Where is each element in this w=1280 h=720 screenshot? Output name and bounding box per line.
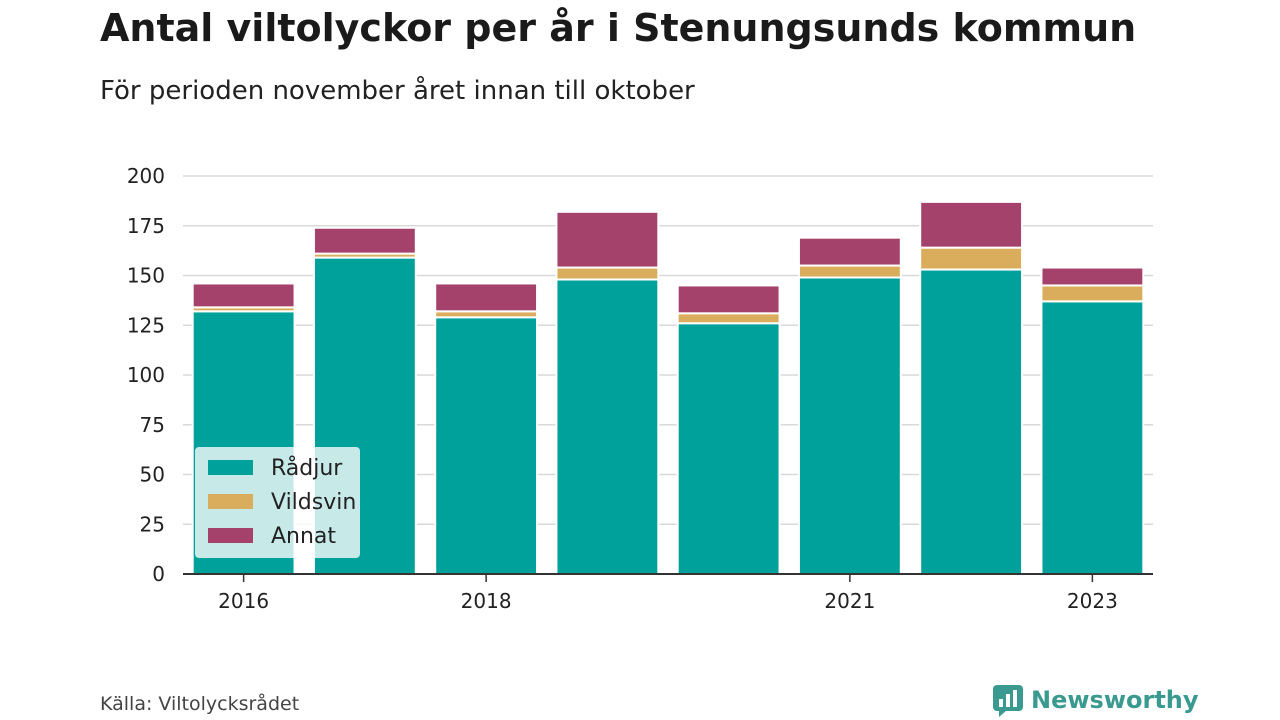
y-tick-label: 150 <box>127 264 165 288</box>
legend-label-vildsvin: Vildsvin <box>271 490 356 515</box>
bar-annat-2022 <box>919 200 1024 249</box>
legend-label-rådjur: Rådjur <box>271 455 343 481</box>
x-axis: 2016 2018 2021 2023 <box>183 573 1153 613</box>
chart-title: Antal viltolyckor per år i Stenungsunds … <box>100 6 1137 50</box>
bar-vildsvin-2019 <box>555 266 660 281</box>
bar-rådjur-2022 <box>919 268 1024 575</box>
legend-swatch-rådjur <box>208 460 253 475</box>
bar-annat-2020 <box>676 284 781 315</box>
bar-annat-2016 <box>191 282 296 309</box>
source-note: Källa: Viltolycksrådet <box>100 693 300 715</box>
brand-name: Newsworthy <box>1031 686 1199 714</box>
bar-vildsvin-2023 <box>1040 284 1145 303</box>
bar-annat-2018 <box>434 282 539 313</box>
bar-rådjur-2021 <box>797 276 902 575</box>
brand-logo[interactable]: Newsworthy <box>993 682 1199 718</box>
y-tick-label: 200 <box>127 164 165 188</box>
bar-vildsvin-2022 <box>919 246 1024 271</box>
bar-annat-2021 <box>797 236 902 267</box>
y-tick-label: 50 <box>140 463 165 487</box>
bar-annat-2019 <box>555 210 660 269</box>
newsworthy-icon <box>993 685 1023 717</box>
x-tick-label: 2018 <box>461 589 512 613</box>
bar-vildsvin-2021 <box>797 264 902 279</box>
bar-rådjur-2018 <box>434 316 539 575</box>
y-axis-ticks: 0 25 50 75 100 125 150 175 200 <box>127 164 165 586</box>
x-tick-label: 2023 <box>1067 589 1118 613</box>
bar-annat-2023 <box>1040 266 1145 287</box>
bar-vildsvin-2020 <box>676 312 781 325</box>
legend-swatch-vildsvin <box>208 494 253 509</box>
y-tick-label: 25 <box>140 512 165 536</box>
x-tick-label: 2016 <box>218 589 269 613</box>
chart-subtitle: För perioden november året innan till ok… <box>100 76 695 106</box>
y-tick-label: 0 <box>152 562 165 586</box>
legend: Rådjur Vildsvin Annat <box>195 447 360 558</box>
bar-rådjur-2020 <box>676 322 781 576</box>
y-tick-label: 125 <box>127 313 165 337</box>
legend-label-annat: Annat <box>271 524 336 549</box>
bar-rådjur-2019 <box>555 278 660 575</box>
bar-annat-2017 <box>312 226 417 255</box>
bars <box>191 200 1145 576</box>
y-tick-label: 175 <box>127 214 165 238</box>
legend-swatch-annat <box>208 528 253 543</box>
y-tick-label: 75 <box>140 413 165 437</box>
x-tick-label: 2021 <box>824 589 875 613</box>
y-tick-label: 100 <box>127 363 165 387</box>
bar-rådjur-2023 <box>1040 300 1145 575</box>
